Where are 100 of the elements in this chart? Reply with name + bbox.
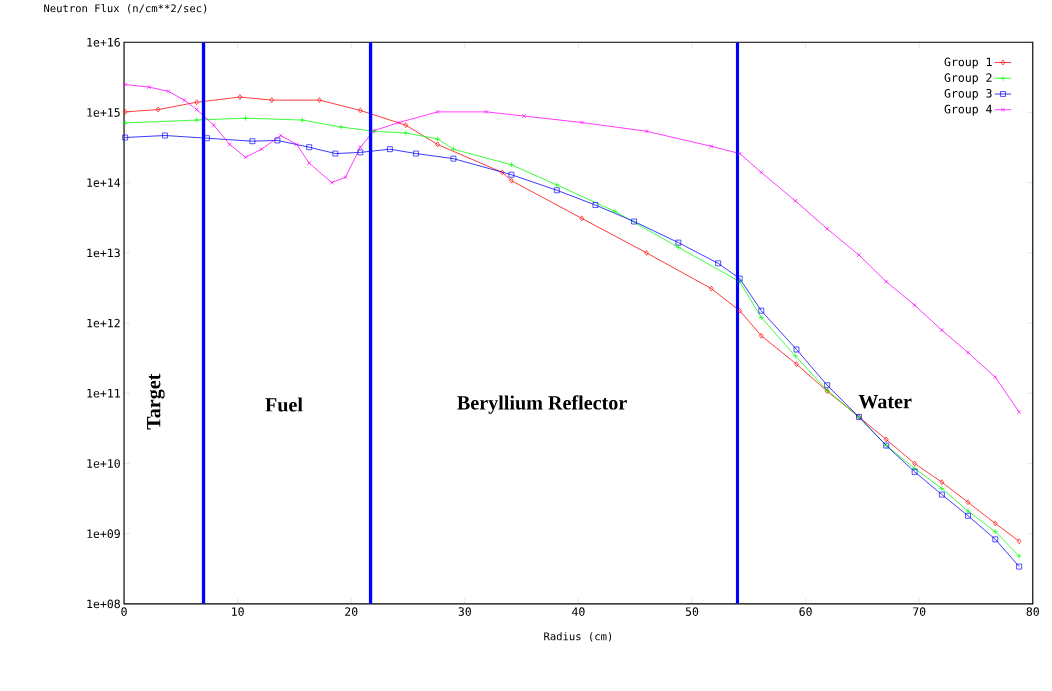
point [403,122,408,128]
point [249,138,256,144]
point [793,198,798,203]
y-tick-label: 1e+16 [87,37,120,47]
point [758,314,765,321]
point [317,97,322,103]
point [592,202,599,208]
point [939,479,945,485]
point [993,520,998,527]
point [824,382,831,388]
annotation: Fuel [265,397,303,412]
point [332,150,339,157]
point [146,84,152,90]
point [611,208,618,215]
point [259,146,264,152]
point [413,150,419,157]
point [965,499,971,505]
point [211,122,216,128]
point [912,460,917,467]
x-tick-label: 10 [232,607,244,616]
point [278,133,283,138]
point [166,89,171,94]
point [243,154,248,160]
point [675,244,682,250]
point [122,134,129,141]
point [237,94,243,100]
y-tick-label: 1e+08 [87,599,120,609]
point [709,143,714,149]
point [343,174,348,180]
point [402,129,409,136]
x-tick-label: 20 [345,607,358,616]
y-axis-title: Neutron Flux (n/cm**2/sec) [44,3,207,14]
point [709,285,714,292]
point [912,302,917,308]
x-tick-label: 30 [458,607,471,616]
point [204,135,210,141]
x-tick-label: 80 [1026,607,1039,616]
point [675,239,682,246]
point [396,120,402,125]
y-tick-label: 1e+15 [87,108,120,117]
point [884,279,889,284]
legend-label: Group 3 [944,88,992,100]
point [794,361,799,367]
point [299,117,306,123]
point [758,307,765,314]
point [338,124,344,130]
point [759,332,764,339]
y-tick-label: 1e+10 [87,458,120,468]
point [965,508,971,514]
y-tick-label: 1e+12 [87,318,120,328]
point [434,135,441,142]
point [793,346,800,353]
point [194,107,199,112]
point [194,99,199,105]
point [242,115,249,121]
point [993,374,998,380]
point [553,187,560,193]
point [508,161,515,168]
x-tick-label: 60 [799,607,812,616]
point [435,141,440,148]
point [509,177,514,184]
point [644,249,649,256]
point [992,528,999,535]
point [294,142,299,147]
point [387,146,393,152]
point [155,106,161,113]
point [939,491,945,498]
point [1016,563,1022,570]
y-tick-label: 1e+14 [87,178,121,187]
legend-label: Group 1 [944,57,992,69]
point [329,180,335,185]
point [500,169,505,176]
point [269,97,274,103]
point [939,327,945,333]
point [965,350,971,355]
point [715,260,721,266]
point [521,113,526,118]
annotation: Target [147,373,165,430]
x-tick-label: 50 [685,607,699,616]
x-tick-label: 40 [572,607,585,616]
point [274,137,281,144]
x-tick-label: 0 [121,607,127,616]
point [825,226,830,231]
point [508,171,515,178]
point [193,117,200,123]
legend-label: Group 2 [944,73,992,84]
point [856,252,862,258]
point [358,107,363,114]
point [227,142,232,147]
point [435,109,440,114]
point [162,132,168,139]
point [965,512,971,519]
y-tick-label: 1e+11 [87,388,120,398]
annotation: Beryllium Reflector [457,395,627,414]
point [579,120,584,125]
point [358,144,363,150]
annotation: Water [858,394,912,409]
point [884,436,889,443]
point [450,146,457,152]
point [307,160,312,166]
